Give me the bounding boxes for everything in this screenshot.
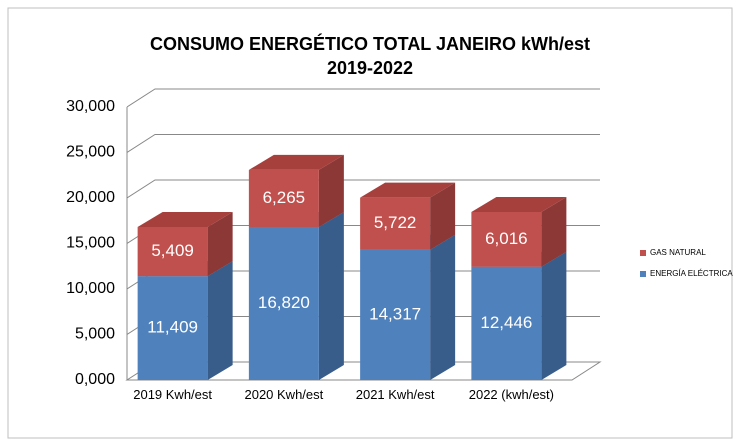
chart-border	[7, 7, 733, 439]
bar	[360, 197, 431, 250]
bar-top	[471, 196, 567, 212]
bar-top	[137, 211, 233, 227]
bar	[248, 169, 319, 227]
bar-side	[541, 251, 567, 380]
chart-title: CONSUMO ENERGÉTICO TOTAL JANEIRO kWh/est	[149, 34, 591, 54]
grid-line	[126, 179, 600, 199]
value-label: 5,722	[374, 213, 417, 232]
value-label: 14,317	[369, 304, 421, 323]
legend-swatch	[640, 250, 646, 256]
bar	[471, 211, 542, 267]
bar-side	[207, 261, 233, 380]
bar-side	[207, 211, 233, 277]
legend-label: GAS NATURAL	[650, 248, 706, 257]
bar	[137, 226, 208, 277]
value-label: 16,820	[258, 293, 310, 312]
x-tick-label: 2020 Kwh/est	[244, 387, 324, 402]
y-tick-label: 25,000	[66, 144, 115, 161]
y-tick-label: 10,000	[66, 280, 115, 297]
value-label: 5,409	[151, 241, 194, 260]
value-label: 6,016	[485, 229, 528, 248]
bar-side	[541, 196, 567, 267]
value-label: 6,265	[263, 188, 306, 207]
bar-top	[248, 154, 344, 170]
value-label: 11,409	[147, 318, 198, 337]
grid-line	[126, 88, 600, 108]
value-label: 12,446	[480, 313, 532, 332]
y-tick-label: 0,000	[75, 371, 115, 388]
y-tick-label: 15,000	[66, 235, 115, 252]
y-tick-label: 30,000	[66, 98, 115, 115]
grid-line	[126, 134, 600, 153]
legend-label: ENERGÍA ELÉCTRICA	[650, 269, 733, 278]
y-tick-label: 5,000	[75, 326, 115, 343]
bar-side	[430, 234, 456, 380]
x-tick-label: 2022 (kwh/est)	[468, 387, 554, 402]
bar-side	[318, 211, 344, 380]
bar	[137, 276, 208, 380]
chart-title: 2019-2022	[326, 58, 414, 78]
legend-swatch	[640, 271, 646, 277]
y-tick-label: 20,000	[66, 189, 115, 206]
bar-side	[430, 182, 456, 250]
bar	[248, 226, 319, 380]
x-tick-label: 2021 Kwh/est	[355, 387, 435, 402]
bar-top	[360, 182, 456, 198]
bar	[471, 266, 542, 380]
x-tick-label: 2019 Kwh/est	[133, 387, 213, 402]
bar	[360, 249, 431, 380]
bar-side	[318, 154, 344, 227]
